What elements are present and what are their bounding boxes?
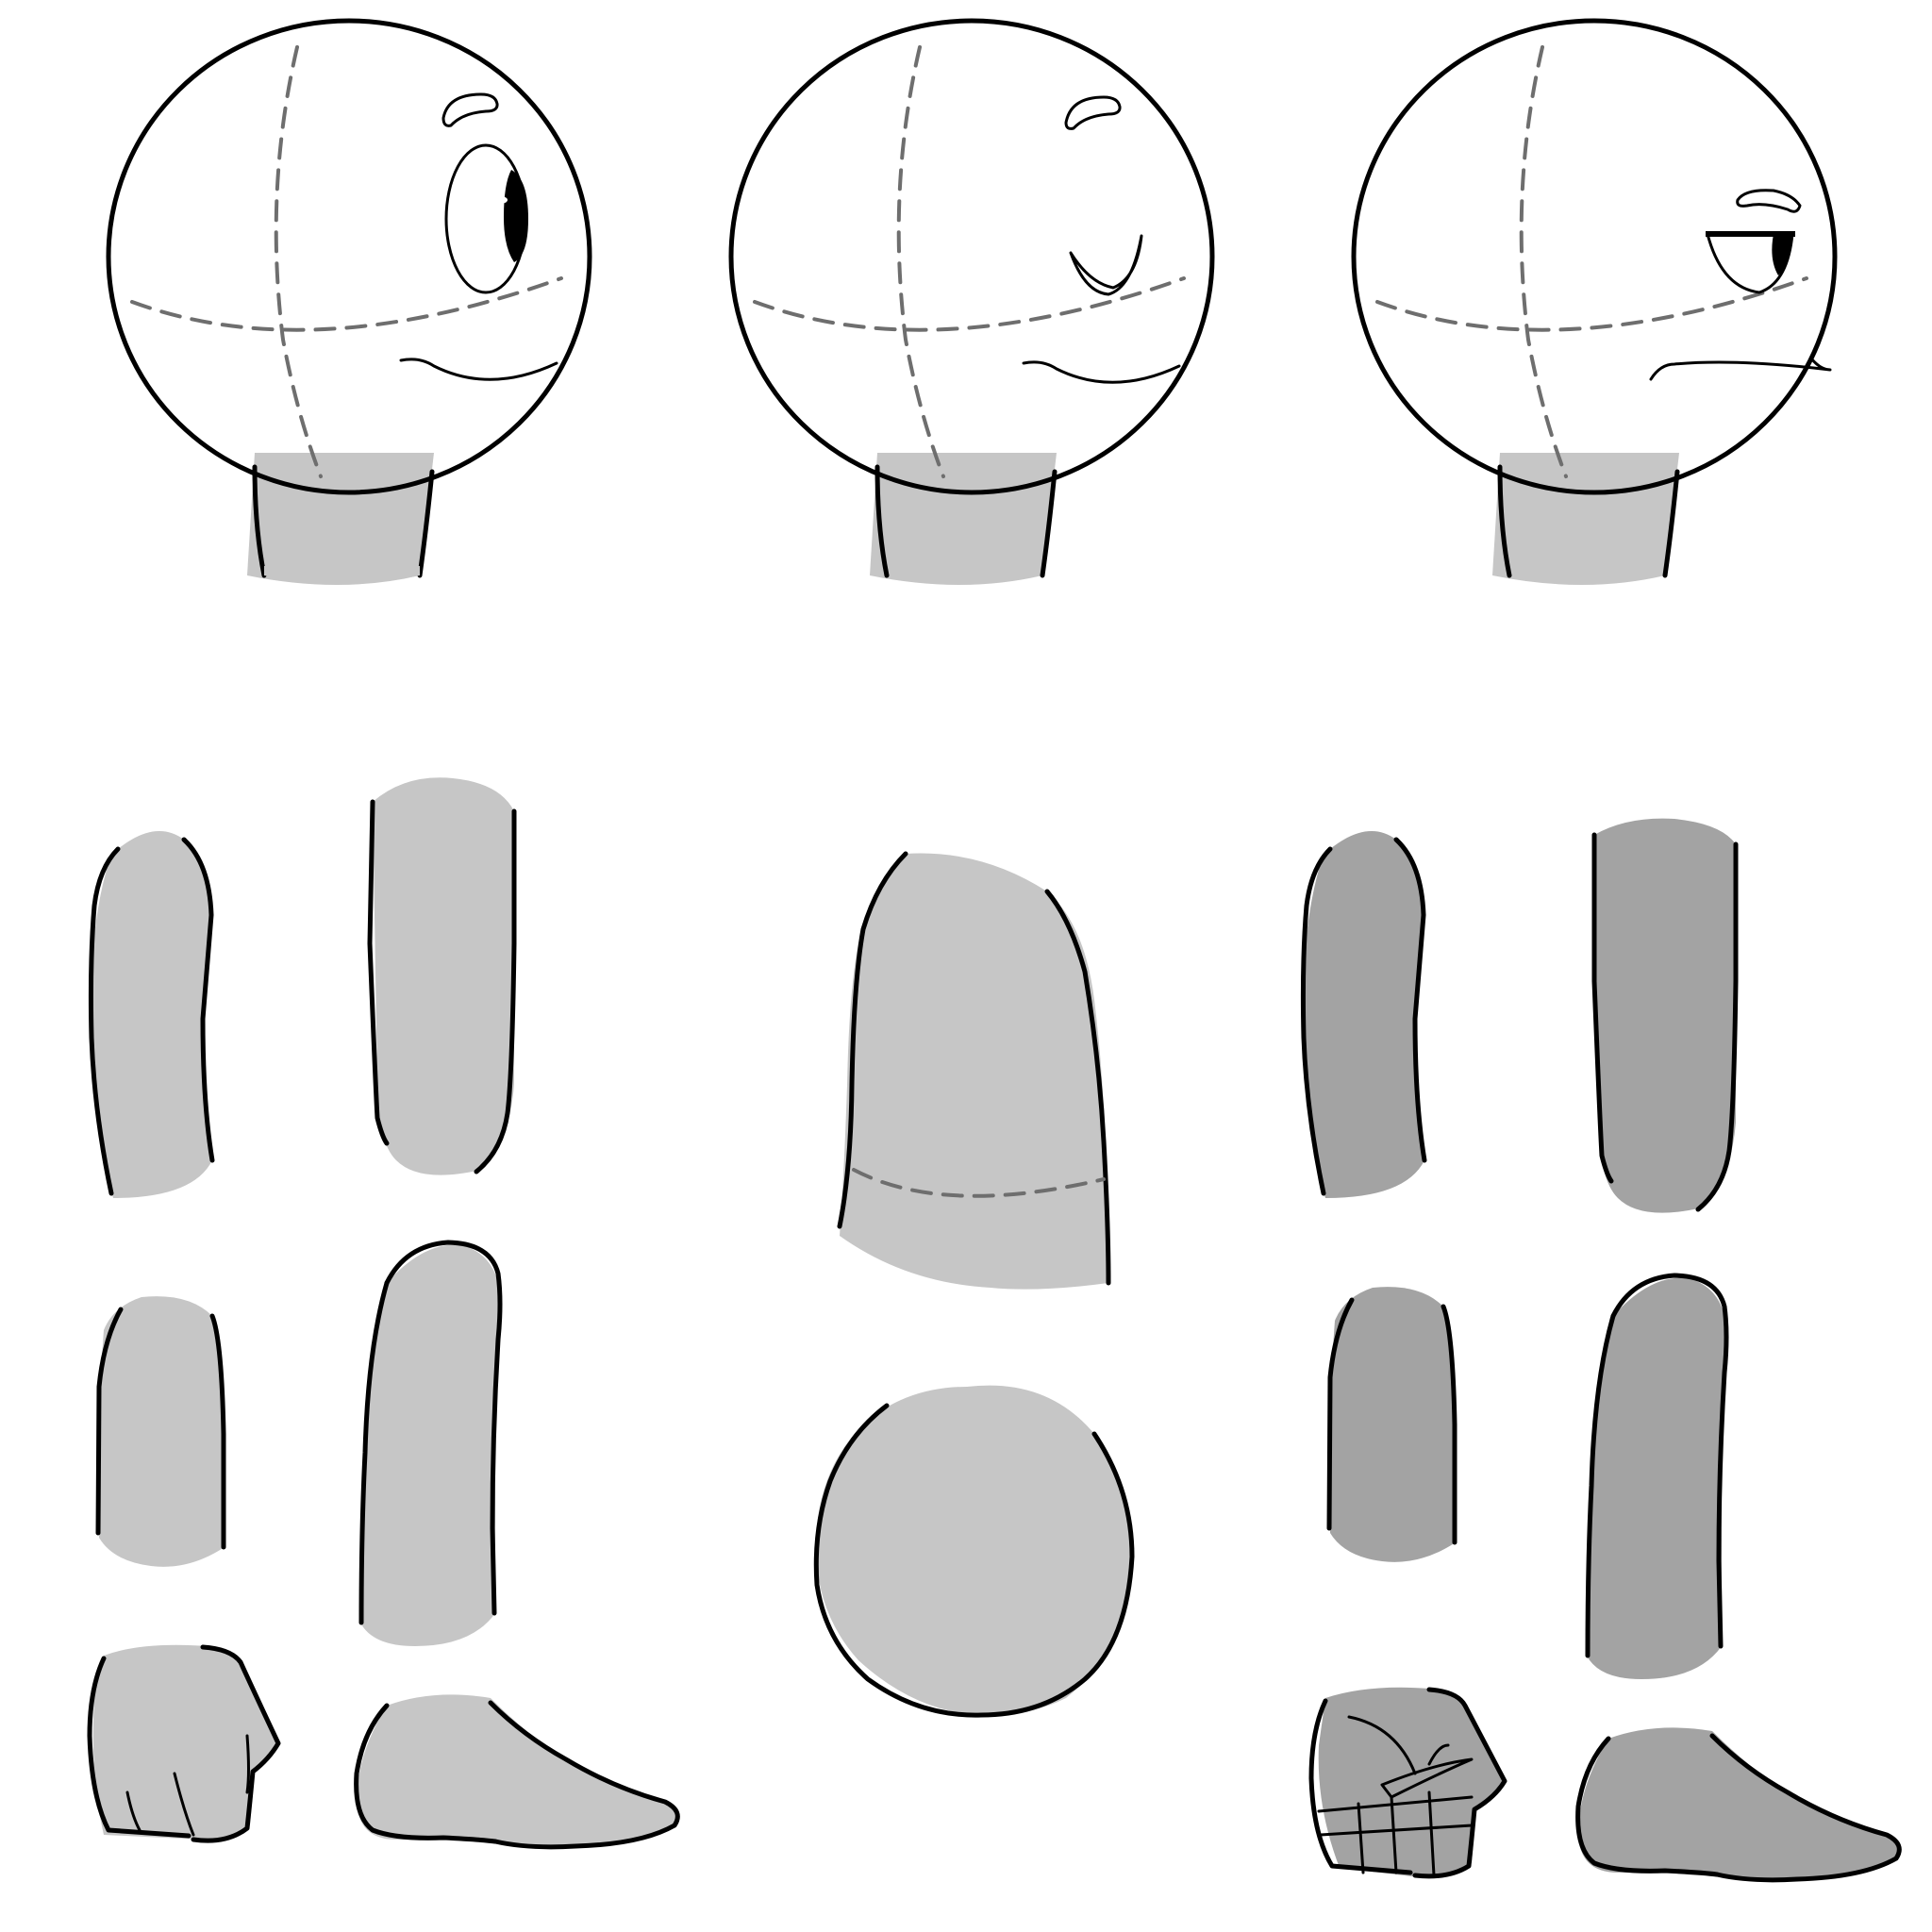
clenched-fist (1318, 1687, 1505, 1877)
neck-left-edge (1497, 464, 1512, 578)
forearm-right-edge (209, 1313, 226, 1550)
upper-arm (90, 831, 212, 1198)
head-guide-vertical (274, 45, 323, 478)
head-sphere (106, 18, 592, 495)
fist-finger-2 (173, 1772, 195, 1837)
upper-arm-right-edge (181, 837, 215, 1163)
shin-right-edge (384, 1240, 503, 1616)
foot (357, 1694, 678, 1847)
shin-left-edge (1585, 1313, 1616, 1658)
head-sphere (728, 18, 1215, 495)
upper-arm-left-edge (1300, 846, 1333, 1196)
head-guide-horizontal (753, 276, 1186, 332)
forearm-right-edge (1441, 1304, 1457, 1545)
shin (360, 1244, 500, 1646)
fist-finger-lines (1317, 1790, 1474, 1877)
thigh-right-edge (474, 808, 517, 1174)
foot-outline-right (488, 1700, 680, 1850)
pupil (1772, 234, 1792, 275)
head-sphere (1351, 18, 1838, 495)
neck-right-edge (1040, 469, 1058, 578)
mouth-smile (1022, 360, 1181, 384)
center-parts (813, 851, 1135, 1718)
eyebrow (1736, 189, 1802, 213)
fist-finger-1 (125, 1790, 142, 1832)
mouth-frown (1649, 357, 1832, 381)
thigh (1594, 818, 1736, 1213)
head-guide-horizontal (130, 276, 563, 332)
forearm-left-edge (95, 1307, 124, 1536)
shin (1587, 1277, 1726, 1679)
fist-outline-left (1308, 1698, 1413, 1875)
fist-thumb-curl (1427, 1743, 1450, 1766)
neck (1492, 453, 1679, 585)
fist-thumb (245, 1734, 250, 1794)
thigh-left-edge (1591, 832, 1614, 1184)
neck-right-edge (1662, 469, 1680, 578)
head-closed-eye-smile (728, 18, 1215, 585)
head-guide-vertical (896, 45, 945, 478)
torso-right-edge (1044, 889, 1111, 1286)
closed-eye (1069, 234, 1143, 296)
head-half-lidded-frown (1351, 18, 1838, 585)
foot (1578, 1727, 1900, 1880)
head-open-eye-smile (106, 18, 592, 585)
fist (92, 1644, 278, 1840)
neck-left-edge (252, 464, 267, 578)
shin-right-edge (1610, 1273, 1729, 1649)
shin-left-edge (358, 1280, 390, 1625)
neck-bottom (264, 566, 420, 584)
pelvis (816, 1385, 1132, 1716)
head-guide-vertical (1519, 45, 1568, 478)
foot-outline-right (1709, 1733, 1902, 1883)
torso-waist-guide (852, 1168, 1106, 1198)
eyebrow (441, 92, 499, 127)
fist-knuckle (1347, 1715, 1417, 1775)
thigh-left-edge (367, 799, 390, 1146)
mouth-smile (399, 358, 558, 381)
upper-arm-right-edge (1393, 837, 1427, 1163)
left-limbs (87, 777, 680, 1850)
fist-outline-right (191, 1644, 281, 1843)
neck (247, 453, 434, 585)
fist-outline-left (87, 1656, 192, 1839)
pupil (504, 170, 528, 262)
eyebrow (1064, 95, 1122, 130)
thigh (373, 777, 514, 1175)
right-limbs-shaded (1300, 818, 1902, 1883)
torso-left-edge (837, 851, 908, 1229)
forearm (1330, 1287, 1456, 1562)
eye-highlight (492, 196, 508, 204)
forearm-left-edge (1326, 1297, 1355, 1531)
neck-right-edge (417, 469, 435, 578)
upper-arm (1302, 831, 1424, 1198)
pelvis-outline-left (813, 1403, 1135, 1718)
head-guide-horizontal (1375, 276, 1808, 332)
thigh-right-edge (1695, 841, 1739, 1212)
foot-outline-left (354, 1703, 498, 1844)
fist-outline-right (1412, 1687, 1507, 1879)
upper-arm-left-edge (88, 846, 121, 1196)
torso (840, 853, 1108, 1290)
forearm (99, 1296, 225, 1567)
foot-outline-left (1575, 1736, 1720, 1877)
neck-left-edge (874, 464, 890, 578)
neck (870, 453, 1057, 585)
